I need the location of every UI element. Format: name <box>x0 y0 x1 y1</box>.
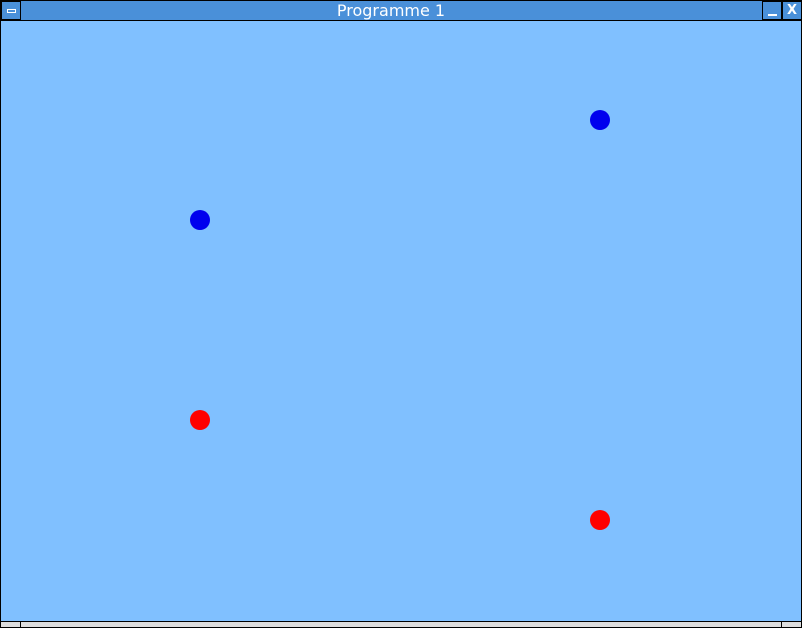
menu-icon <box>6 9 16 13</box>
window-bottom-frame[interactable] <box>0 621 802 628</box>
red-dot <box>190 410 210 430</box>
red-dot <box>590 510 610 530</box>
blue-dot <box>590 110 610 130</box>
minimize-button[interactable] <box>762 1 782 20</box>
blue-dot <box>190 210 210 230</box>
drawing-canvas <box>1 21 801 621</box>
resize-handle-bottom[interactable] <box>21 622 782 627</box>
minimize-icon <box>767 14 777 16</box>
window-title: Programme 1 <box>336 1 446 20</box>
close-button[interactable]: X <box>782 1 802 20</box>
title-bar[interactable]: Programme 1 X <box>0 0 802 21</box>
resize-handle-left[interactable] <box>1 622 21 627</box>
window-menu-button[interactable] <box>1 1 21 20</box>
